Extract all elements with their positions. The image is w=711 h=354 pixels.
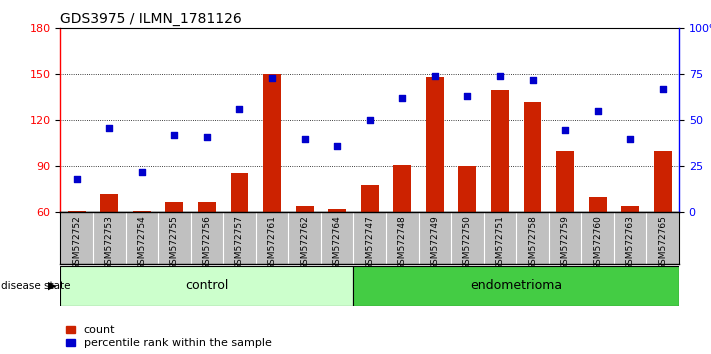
Bar: [491, 90, 509, 212]
Legend: count, percentile rank within the sample: count, percentile rank within the sample: [66, 325, 272, 348]
Point: [299, 136, 310, 142]
Text: GSM572747: GSM572747: [365, 215, 374, 270]
Bar: [133, 211, 151, 212]
Point: [364, 118, 375, 123]
Point: [201, 134, 213, 140]
Point: [592, 108, 604, 114]
Point: [331, 143, 343, 149]
Bar: [296, 206, 314, 212]
Point: [169, 132, 180, 138]
Bar: [621, 206, 639, 212]
Text: GSM572753: GSM572753: [105, 215, 114, 270]
Text: control: control: [186, 279, 229, 292]
Bar: [654, 151, 672, 212]
Bar: [100, 194, 118, 212]
Point: [234, 107, 245, 112]
Bar: [198, 202, 216, 212]
Point: [429, 73, 441, 79]
Text: GSM572764: GSM572764: [333, 215, 342, 270]
Text: GSM572756: GSM572756: [203, 215, 211, 270]
Point: [104, 125, 115, 131]
Text: GSM572751: GSM572751: [496, 215, 504, 270]
Text: GSM572765: GSM572765: [658, 215, 667, 270]
Point: [397, 96, 408, 101]
Text: GSM572757: GSM572757: [235, 215, 244, 270]
Text: GSM572763: GSM572763: [626, 215, 635, 270]
Text: GSM572755: GSM572755: [170, 215, 179, 270]
Bar: [426, 78, 444, 212]
Point: [71, 176, 82, 182]
Text: ▶: ▶: [48, 281, 56, 291]
Text: endometrioma: endometrioma: [470, 279, 562, 292]
Text: GSM572762: GSM572762: [300, 215, 309, 270]
Bar: [459, 166, 476, 212]
Point: [527, 77, 538, 83]
Text: GSM572749: GSM572749: [430, 215, 439, 270]
Bar: [166, 202, 183, 212]
Text: GDS3975 / ILMN_1781126: GDS3975 / ILMN_1781126: [60, 12, 242, 26]
Bar: [523, 102, 542, 212]
Point: [560, 127, 571, 132]
Text: GSM572761: GSM572761: [267, 215, 277, 270]
Text: GSM572759: GSM572759: [560, 215, 570, 270]
Bar: [589, 197, 606, 212]
Point: [624, 136, 636, 142]
Text: disease state: disease state: [1, 281, 71, 291]
Text: GSM572752: GSM572752: [73, 215, 81, 270]
Bar: [360, 185, 379, 212]
Bar: [556, 151, 574, 212]
Bar: [328, 209, 346, 212]
Bar: [353, 266, 679, 306]
Bar: [68, 211, 85, 212]
Bar: [393, 165, 411, 212]
Bar: [60, 266, 353, 306]
Text: GSM572750: GSM572750: [463, 215, 472, 270]
Text: GSM572754: GSM572754: [137, 215, 146, 270]
Point: [657, 86, 668, 92]
Point: [136, 169, 147, 175]
Text: GSM572758: GSM572758: [528, 215, 537, 270]
Bar: [230, 172, 248, 212]
Bar: [263, 74, 281, 212]
Point: [494, 73, 506, 79]
Text: GSM572760: GSM572760: [593, 215, 602, 270]
Text: GSM572748: GSM572748: [397, 215, 407, 270]
Point: [267, 75, 278, 81]
Point: [461, 93, 473, 99]
